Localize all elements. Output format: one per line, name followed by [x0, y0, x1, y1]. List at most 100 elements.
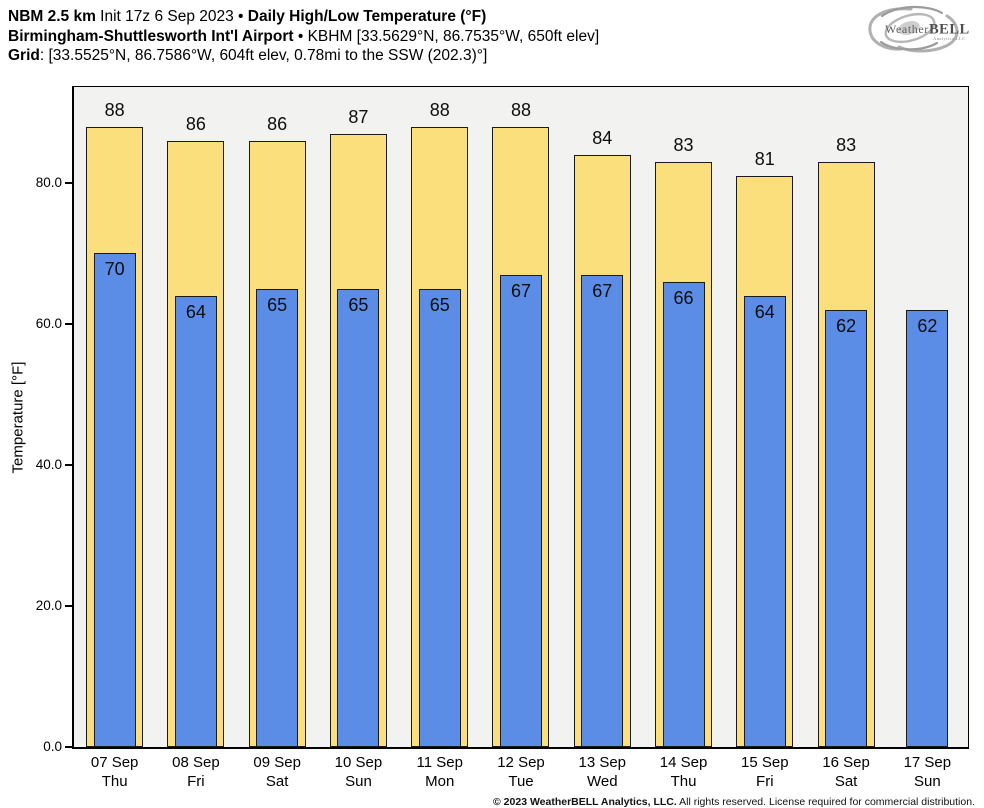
bar-group-13-sep: 84 67 [562, 87, 643, 747]
y-tick-mark [65, 746, 73, 748]
x-tick-label: 09 Sep Sat [237, 753, 318, 791]
x-tick-weekday: Sat [834, 773, 858, 790]
x-tick-label: 08 Sep Fri [155, 753, 236, 791]
grid-label: Grid [8, 47, 40, 64]
copyright-bold: © 2023 WeatherBELL Analytics, LLC. [493, 796, 677, 808]
low-bar: 65 [337, 288, 380, 747]
y-tick-label: 40.0 [35, 456, 62, 472]
low-bar: 62 [825, 309, 868, 747]
weatherbell-swirl-icon: Weather BELL Analytics LLC [868, 5, 970, 53]
x-tick-weekday: Fri [187, 773, 205, 790]
low-bar: 65 [418, 288, 461, 747]
low-bar: 67 [499, 274, 542, 747]
copyright-rest: All rights reserved. License required fo… [676, 796, 975, 808]
y-tick-label: 20.0 [35, 597, 62, 613]
high-value-label: 84 [592, 127, 613, 148]
y-tick-mark [65, 604, 73, 607]
x-tick-weekday: Fri [756, 773, 774, 790]
bar-group-08-sep: 86 64 [155, 87, 236, 747]
x-tick-weekday: Thu [670, 773, 697, 790]
copyright-notice: © 2023 WeatherBELL Analytics, LLC. All r… [487, 784, 975, 808]
x-tick-weekday: Wed [586, 773, 618, 790]
high-value-label: 86 [267, 113, 288, 134]
low-value-label: 62 [917, 315, 938, 336]
title-line-3: Grid: [33.5525°N, 86.7586°W, 604ft elev,… [8, 46, 599, 66]
plot-bars-layer: 88 70 86 64 86 65 87 65 88 65 88 67 84 67 83 66 81 64 83 62… [74, 87, 968, 747]
x-tick-date: 16 Sep [822, 754, 870, 771]
low-value-label: 66 [673, 287, 694, 308]
x-tick-date: 09 Sep [253, 754, 301, 771]
x-tick-date: 12 Sep [497, 754, 545, 771]
x-tick-weekday: Thu [101, 773, 128, 790]
x-tick-label: 13 Sep Wed [562, 753, 643, 791]
bar-group-17-sep: 62 [887, 87, 968, 747]
model-name: NBM 2.5 km [8, 8, 96, 25]
low-bar: 66 [662, 281, 705, 747]
y-tick-label: 60.0 [35, 315, 62, 331]
x-tick-label: 14 Sep Thu [643, 753, 724, 791]
x-tick-date: 13 Sep [578, 754, 627, 771]
title-block: NBM 2.5 km Init 17z 6 Sep 2023 • Daily H… [8, 7, 599, 66]
x-tick-date: 08 Sep [172, 754, 220, 771]
high-value-label: 83 [836, 134, 857, 155]
low-value-label: 62 [836, 315, 857, 336]
logo-bell-text: BELL [929, 22, 970, 38]
high-value-label: 88 [104, 99, 125, 120]
x-tick-weekday: Sat [265, 773, 289, 790]
low-bar: 62 [906, 309, 949, 747]
high-value-label: 83 [673, 134, 694, 155]
station-coords: • KBHM [33.5629°N, 86.7535°W, 650ft elev… [293, 27, 600, 45]
bar-group-11-sep: 88 65 [399, 87, 480, 747]
low-value-label: 64 [185, 301, 206, 322]
x-tick-weekday: Tue [508, 773, 534, 790]
logo-analytics-text: Analytics LLC [933, 36, 966, 41]
x-tick-date: 17 Sep [903, 754, 952, 771]
low-bar: 70 [93, 253, 136, 747]
weatherbell-logo: Weather BELL Analytics LLC [849, 2, 979, 58]
low-value-label: 70 [104, 259, 125, 280]
bar-group-16-sep: 83 62 [805, 87, 886, 747]
x-tick-label: 12 Sep Tue [480, 753, 561, 791]
low-value-label: 65 [429, 294, 450, 315]
low-value-label: 65 [348, 294, 369, 315]
y-tick-mark [65, 322, 73, 325]
low-value-label: 65 [267, 294, 288, 315]
high-value-label: 86 [185, 113, 206, 134]
x-tick-label: 15 Sep Fri [724, 753, 805, 791]
low-value-label: 67 [510, 280, 531, 301]
high-value-label: 81 [754, 148, 775, 169]
low-bar: 64 [743, 295, 786, 747]
x-tick-date: 11 Sep [416, 754, 463, 771]
low-bar: 65 [256, 288, 299, 747]
title-line-2: Birmingham-Shuttlesworth Int'l Airport •… [8, 27, 599, 47]
logo-weather-text: Weather [885, 22, 929, 36]
low-bar: 64 [174, 295, 217, 747]
grid-coords: : [33.5525°N, 86.7586°W, 604ft elev, 0.7… [39, 47, 488, 64]
low-value-label: 64 [754, 301, 775, 322]
high-value-label: 87 [348, 106, 369, 127]
x-tick-label: 10 Sep Sun [318, 753, 399, 791]
x-tick-date: 14 Sep [659, 754, 708, 771]
bar-group-07-sep: 88 70 [74, 87, 155, 747]
title-line-1: NBM 2.5 km Init 17z 6 Sep 2023 • Daily H… [8, 7, 599, 27]
x-tick-date: 15 Sep [741, 754, 789, 771]
x-tick-weekday: Sun [345, 773, 372, 790]
x-tick-weekday: Mon [425, 773, 455, 790]
x-tick-label: 11 Sep Mon [399, 753, 480, 791]
x-tick-date: 07 Sep [90, 754, 139, 771]
low-value-label: 67 [592, 280, 613, 301]
station-name: Birmingham-Shuttlesworth Int'l Airport [8, 27, 294, 45]
x-tick-weekday: Sun [914, 773, 941, 790]
bar-group-09-sep: 86 65 [237, 87, 318, 747]
x-tick-label: 07 Sep Thu [74, 753, 155, 791]
bar-group-15-sep: 81 64 [724, 87, 805, 747]
y-tick-label: 0.0 [43, 739, 62, 754]
high-value-label: 88 [429, 99, 450, 120]
low-bar: 67 [581, 274, 624, 747]
y-tick-mark [65, 463, 73, 466]
chart-title: Daily High/Low Temperature (°F) [247, 8, 487, 25]
y-tick-label: 80.0 [35, 174, 62, 190]
bar-group-12-sep: 88 67 [480, 87, 561, 747]
bar-group-10-sep: 87 65 [318, 87, 399, 747]
x-tick-label: 16 Sep Sat [805, 753, 886, 791]
